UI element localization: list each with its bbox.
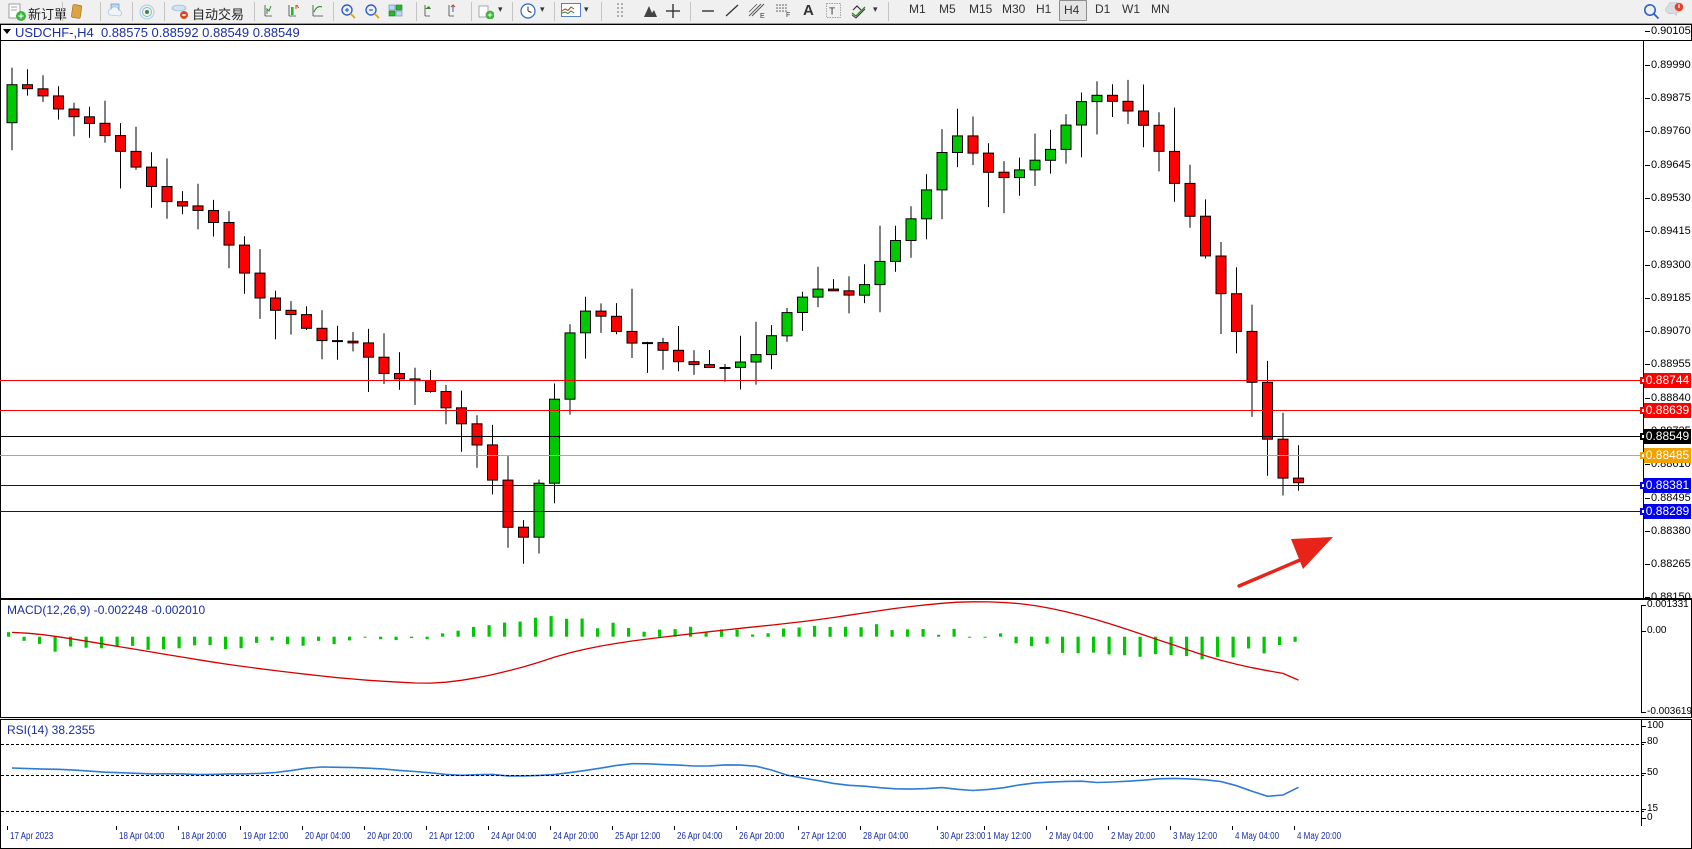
svg-text:T: T: [829, 7, 835, 18]
svg-text:F: F: [786, 12, 790, 18]
svg-text:E: E: [760, 13, 765, 19]
